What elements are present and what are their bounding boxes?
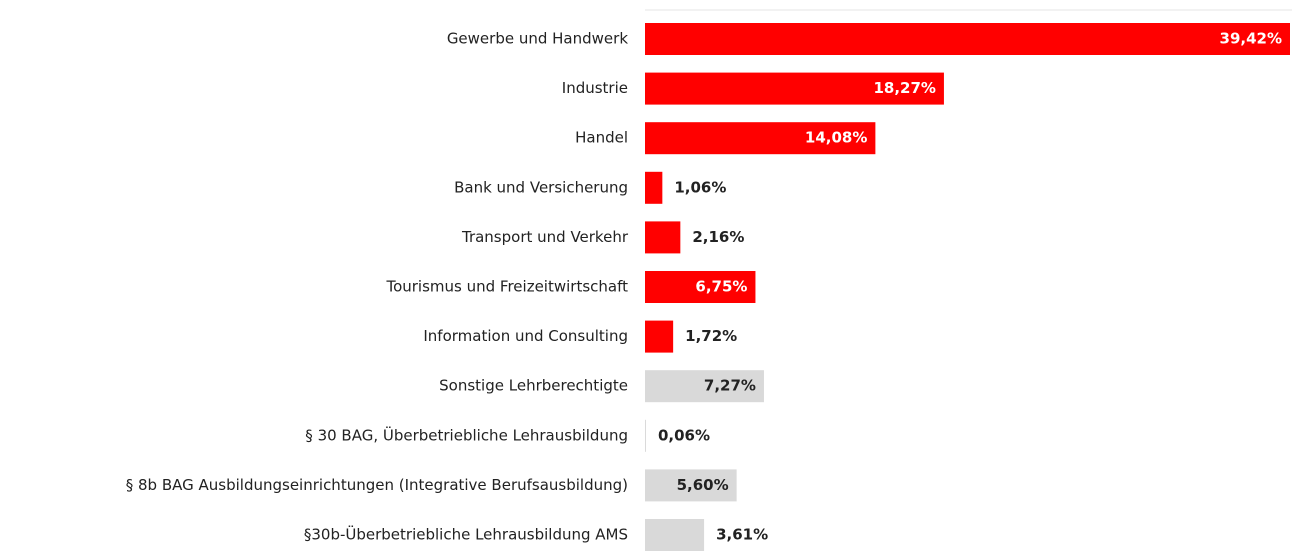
category-label: Sonstige Lehrberechtigte [439,377,628,395]
value-label: 1,72% [685,327,737,345]
category-label: Bank und Versicherung [454,178,628,196]
category-label: Industrie [562,79,628,97]
value-label: 7,27% [704,377,756,395]
value-label: 0,06% [658,426,710,444]
category-label: § 8b BAG Ausbildungseinrichtungen (Integ… [126,476,628,494]
category-label: Handel [575,129,628,147]
value-label: 14,08% [805,129,867,147]
value-label: 6,75% [695,278,747,296]
bar [645,122,876,155]
bar [645,370,764,403]
value-label: 1,06% [674,178,726,196]
bar [645,23,1290,55]
category-label: Tourismus und Freizeitwirtschaft [385,278,628,296]
value-label: 2,16% [692,228,744,246]
value-label: 3,61% [716,526,768,544]
category-label: Information und Consulting [423,327,628,345]
bar [645,271,756,303]
bar [645,519,705,551]
category-label: § 30 BAG, Überbetriebliche Lehrausbildun… [305,425,628,444]
category-label: §30b-Überbetriebliche Lehrausbildung AMS [304,525,628,544]
bar [645,171,663,204]
category-label: Gewerbe und Handwerk [447,30,629,48]
category-label: Transport und Verkehr [461,228,629,246]
bar [645,419,646,452]
bar [645,221,681,254]
value-label: 18,27% [873,79,935,97]
bar [645,469,737,502]
bar [645,72,944,105]
bar [645,320,674,353]
value-label: 39,42% [1220,30,1282,48]
value-label: 5,60% [677,476,729,494]
